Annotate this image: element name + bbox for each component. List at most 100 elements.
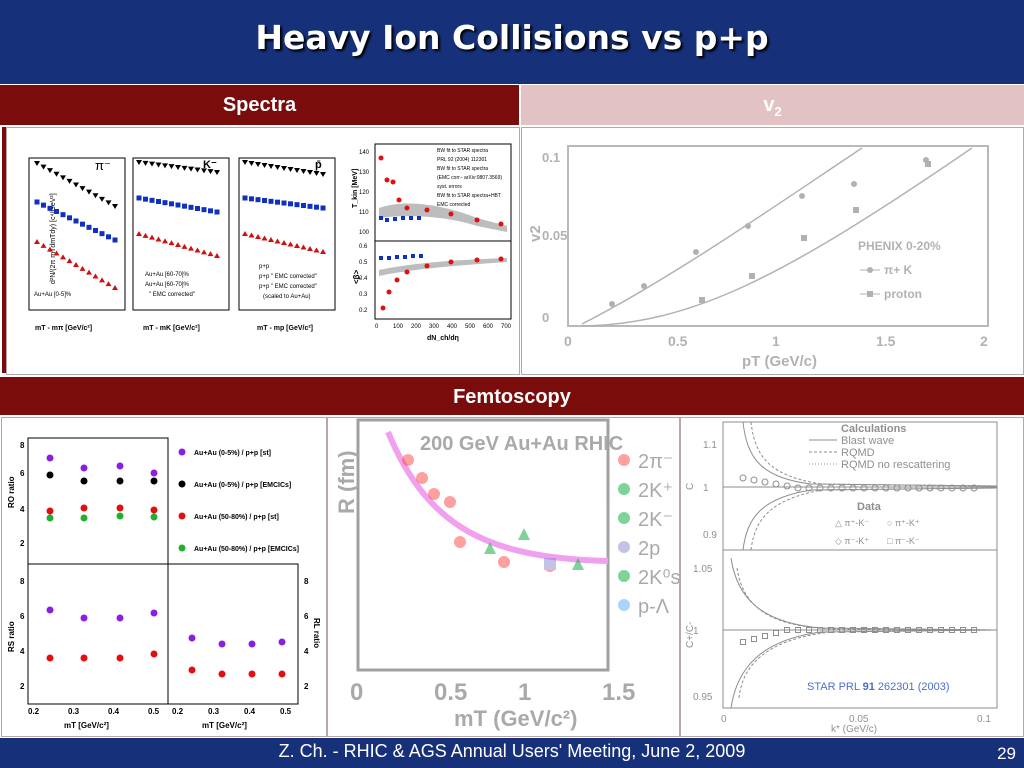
corr-ylabel-top: C bbox=[685, 483, 696, 490]
radius-legend-entry: p-Λ bbox=[638, 596, 670, 618]
ratio-o-point bbox=[150, 513, 158, 521]
corr-point-top bbox=[805, 484, 813, 492]
kaon-central-point bbox=[168, 164, 175, 170]
proton-peripheral-point bbox=[262, 198, 267, 203]
v2-ytick: 0 bbox=[542, 310, 549, 325]
proton-central-point bbox=[242, 160, 248, 165]
kaon-pp-point bbox=[168, 240, 175, 246]
proton-pp-point bbox=[320, 249, 326, 254]
tkin-legend-entry: BW fit to STAR spectra bbox=[437, 148, 488, 154]
corr-point-top bbox=[871, 484, 879, 492]
corr-calc-blastwave: Blast wave bbox=[841, 435, 894, 447]
pion-central-point bbox=[66, 178, 73, 184]
kaon-central-point bbox=[142, 160, 149, 166]
radius-proton-point bbox=[544, 558, 556, 570]
v2-proton-point bbox=[853, 207, 859, 213]
corr-xtick: 0.05 bbox=[849, 714, 869, 725]
pion-central-point bbox=[53, 171, 60, 177]
tkin-red-point bbox=[396, 197, 402, 203]
beta-blue-point bbox=[395, 255, 399, 259]
corr-point-bottom bbox=[839, 627, 845, 633]
proton-peripheral-point bbox=[288, 201, 293, 207]
pion-pp-point bbox=[53, 250, 60, 256]
radius-xtick: 0 bbox=[350, 679, 363, 706]
ratio-ytick: 2 bbox=[20, 682, 25, 691]
proton-central-point bbox=[313, 171, 320, 176]
corr-point-top bbox=[893, 484, 901, 492]
corr-point-bottom bbox=[872, 627, 878, 633]
ratio-l-point bbox=[248, 670, 256, 678]
proton-peripheral-point bbox=[275, 199, 280, 205]
ratio-o-point bbox=[150, 469, 158, 477]
page-number: 29 bbox=[997, 744, 1016, 763]
pion-pp-point bbox=[112, 285, 118, 290]
ratio-o-point bbox=[46, 471, 54, 479]
proton-central-point bbox=[255, 162, 261, 167]
ratio-o-point bbox=[80, 477, 88, 485]
corr-point-bottom bbox=[861, 627, 867, 633]
kaon-pp-point bbox=[194, 247, 201, 253]
spectra-label: Spectra bbox=[222, 94, 297, 116]
tkin-red-point bbox=[424, 207, 430, 213]
corr-ytick-bottom: 1 bbox=[693, 626, 699, 637]
pion-peripheral-point bbox=[80, 221, 85, 227]
pion-peripheral-point bbox=[86, 224, 92, 230]
radius-legend-marker bbox=[618, 512, 630, 524]
tkin-red-point bbox=[378, 155, 384, 161]
pion-peripheral-point bbox=[41, 202, 46, 208]
v2-pik-point bbox=[745, 223, 751, 229]
ratio-o-point bbox=[80, 514, 88, 522]
kaon-central-point bbox=[201, 168, 207, 174]
kaon-central-point bbox=[207, 169, 214, 175]
femtoscopy-label: Femtoscopy bbox=[453, 386, 571, 408]
ratio-svg: RO ratio RS ratio RL ratio mT [GeV/c²] m… bbox=[7, 437, 321, 730]
pion-pp-point bbox=[34, 239, 40, 244]
spectra-ylabel: d²N/(2π mTdmTdy) [c⁴/GeV²] bbox=[50, 193, 57, 284]
kaon-central-point bbox=[162, 163, 168, 169]
radius-pion-point bbox=[402, 454, 414, 466]
proton-pp-point bbox=[255, 234, 261, 239]
tkin-ylabel: T_kin [MeV] bbox=[352, 169, 359, 208]
beta-ytick: 0.4 bbox=[359, 276, 368, 282]
kaon-peripheral-point bbox=[182, 203, 187, 209]
kaon-central-point bbox=[194, 167, 201, 173]
ratio-l-point bbox=[218, 670, 226, 678]
corr-point-top bbox=[849, 484, 857, 492]
kaon-central-point bbox=[214, 170, 220, 175]
ratio-legend: Au+Au (0-5%) / p+p [st] Au+Au (0-5%) / p+… bbox=[178, 448, 299, 553]
proton-pp-point bbox=[268, 237, 274, 242]
tkin-ytick: 140 bbox=[359, 150, 370, 156]
pion-central-point bbox=[105, 200, 112, 206]
beta-red-point bbox=[404, 269, 410, 275]
v2-xtick: 2 bbox=[980, 333, 988, 349]
corr-point-top bbox=[860, 484, 868, 492]
kaon-peripheral-point bbox=[156, 199, 161, 204]
corr-point-bottom bbox=[850, 627, 856, 633]
ratio-ytick-right: 8 bbox=[304, 577, 309, 586]
kaon-pp-point bbox=[149, 234, 155, 240]
proton-marks bbox=[242, 160, 326, 254]
femtoscopy-header: Femtoscopy bbox=[0, 377, 1024, 415]
corr-point-top bbox=[816, 484, 824, 492]
tkin-xtick: 600 bbox=[483, 324, 494, 330]
ratio-ytick-right: 6 bbox=[304, 612, 309, 621]
kaon-peripheral-point bbox=[162, 200, 168, 206]
v2-pik-point bbox=[641, 283, 647, 289]
corr-data-4: □ π⁻-K⁻ bbox=[887, 536, 920, 546]
kaon-pp-point bbox=[207, 251, 214, 257]
tkin-red-point bbox=[404, 205, 410, 211]
tkin-legend-entry: EMC corrected bbox=[437, 202, 471, 208]
ratio-o-point bbox=[150, 477, 158, 485]
v2-proton-point bbox=[699, 297, 705, 303]
kaon-peripheral-point bbox=[175, 202, 181, 208]
kaon-xlabel: mT - mK [GeV/c²] bbox=[143, 325, 200, 332]
ratio-o-point bbox=[46, 514, 54, 522]
ratio-o-point bbox=[116, 462, 124, 470]
ratio-l-point bbox=[278, 670, 286, 678]
proton-peripheral-point bbox=[307, 203, 313, 209]
radius-legend-marker bbox=[618, 541, 630, 553]
pion-central-point bbox=[112, 204, 118, 209]
corr-point-top bbox=[838, 484, 846, 492]
beta-ytick: 0.6 bbox=[359, 244, 368, 250]
